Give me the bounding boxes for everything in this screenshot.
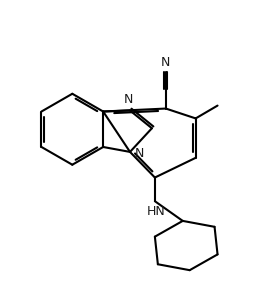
- Text: HN: HN: [147, 205, 166, 218]
- Text: N: N: [135, 147, 144, 160]
- Text: N: N: [124, 93, 133, 106]
- Text: N: N: [161, 56, 170, 69]
